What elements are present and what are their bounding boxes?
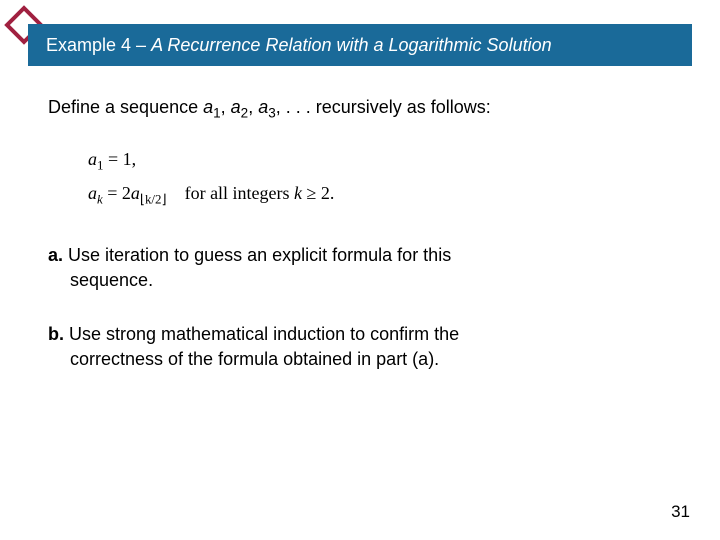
math-line-1: a1 = 1, — [88, 143, 672, 177]
m1-eq: = 1, — [103, 149, 136, 169]
part-b-text2: correctness of the formula obtained in p… — [48, 347, 672, 372]
seq-a1: a — [203, 97, 213, 117]
m2-tail: for all integers — [167, 183, 294, 203]
m2-floor: ⌊k/2⌋ — [140, 192, 167, 207]
intro-tail: , . . . recursively as follows: — [276, 97, 491, 117]
part-b-text1: Use strong mathematical induction to con… — [64, 324, 459, 344]
seq-a2: a — [231, 97, 241, 117]
intro-lead: Define a sequence — [48, 97, 203, 117]
page-number: 31 — [671, 502, 690, 522]
part-b-label: b. — [48, 324, 64, 344]
m2-a: a — [88, 183, 97, 203]
part-a-label: a. — [48, 245, 63, 265]
intro-c2: , — [248, 97, 258, 117]
seq-s3: 3 — [268, 106, 276, 121]
part-b: b. Use strong mathematical induction to … — [48, 322, 672, 372]
title-prefix: Example 4 – — [46, 35, 151, 55]
part-a-text1: Use iteration to guess an explicit formu… — [63, 245, 451, 265]
m2-mid: = 2 — [103, 183, 131, 203]
part-a-text2: sequence. — [48, 268, 672, 293]
m2-end: ≥ 2. — [302, 183, 334, 203]
part-a: a. Use iteration to guess an explicit fo… — [48, 243, 672, 293]
m1-a: a — [88, 149, 97, 169]
math-block: a1 = 1, ak = 2a⌊k/2⌋ for all integers k … — [88, 143, 672, 211]
title-text: Example 4 – A Recurrence Relation with a… — [46, 35, 552, 56]
title-italic: A Recurrence Relation with a Logarithmic… — [151, 35, 552, 55]
slide-content: Define a sequence a1, a2, a3, . . . recu… — [48, 95, 672, 392]
m2-k: k — [294, 183, 302, 203]
intro-c1: , — [221, 97, 231, 117]
seq-s1: 1 — [213, 106, 221, 121]
title-bar: Example 4 – A Recurrence Relation with a… — [28, 24, 692, 66]
math-line-2: ak = 2a⌊k/2⌋ for all integers k ≥ 2. — [88, 177, 672, 211]
seq-a3: a — [258, 97, 268, 117]
m2-a2: a — [131, 183, 140, 203]
intro-paragraph: Define a sequence a1, a2, a3, . . . recu… — [48, 95, 672, 123]
